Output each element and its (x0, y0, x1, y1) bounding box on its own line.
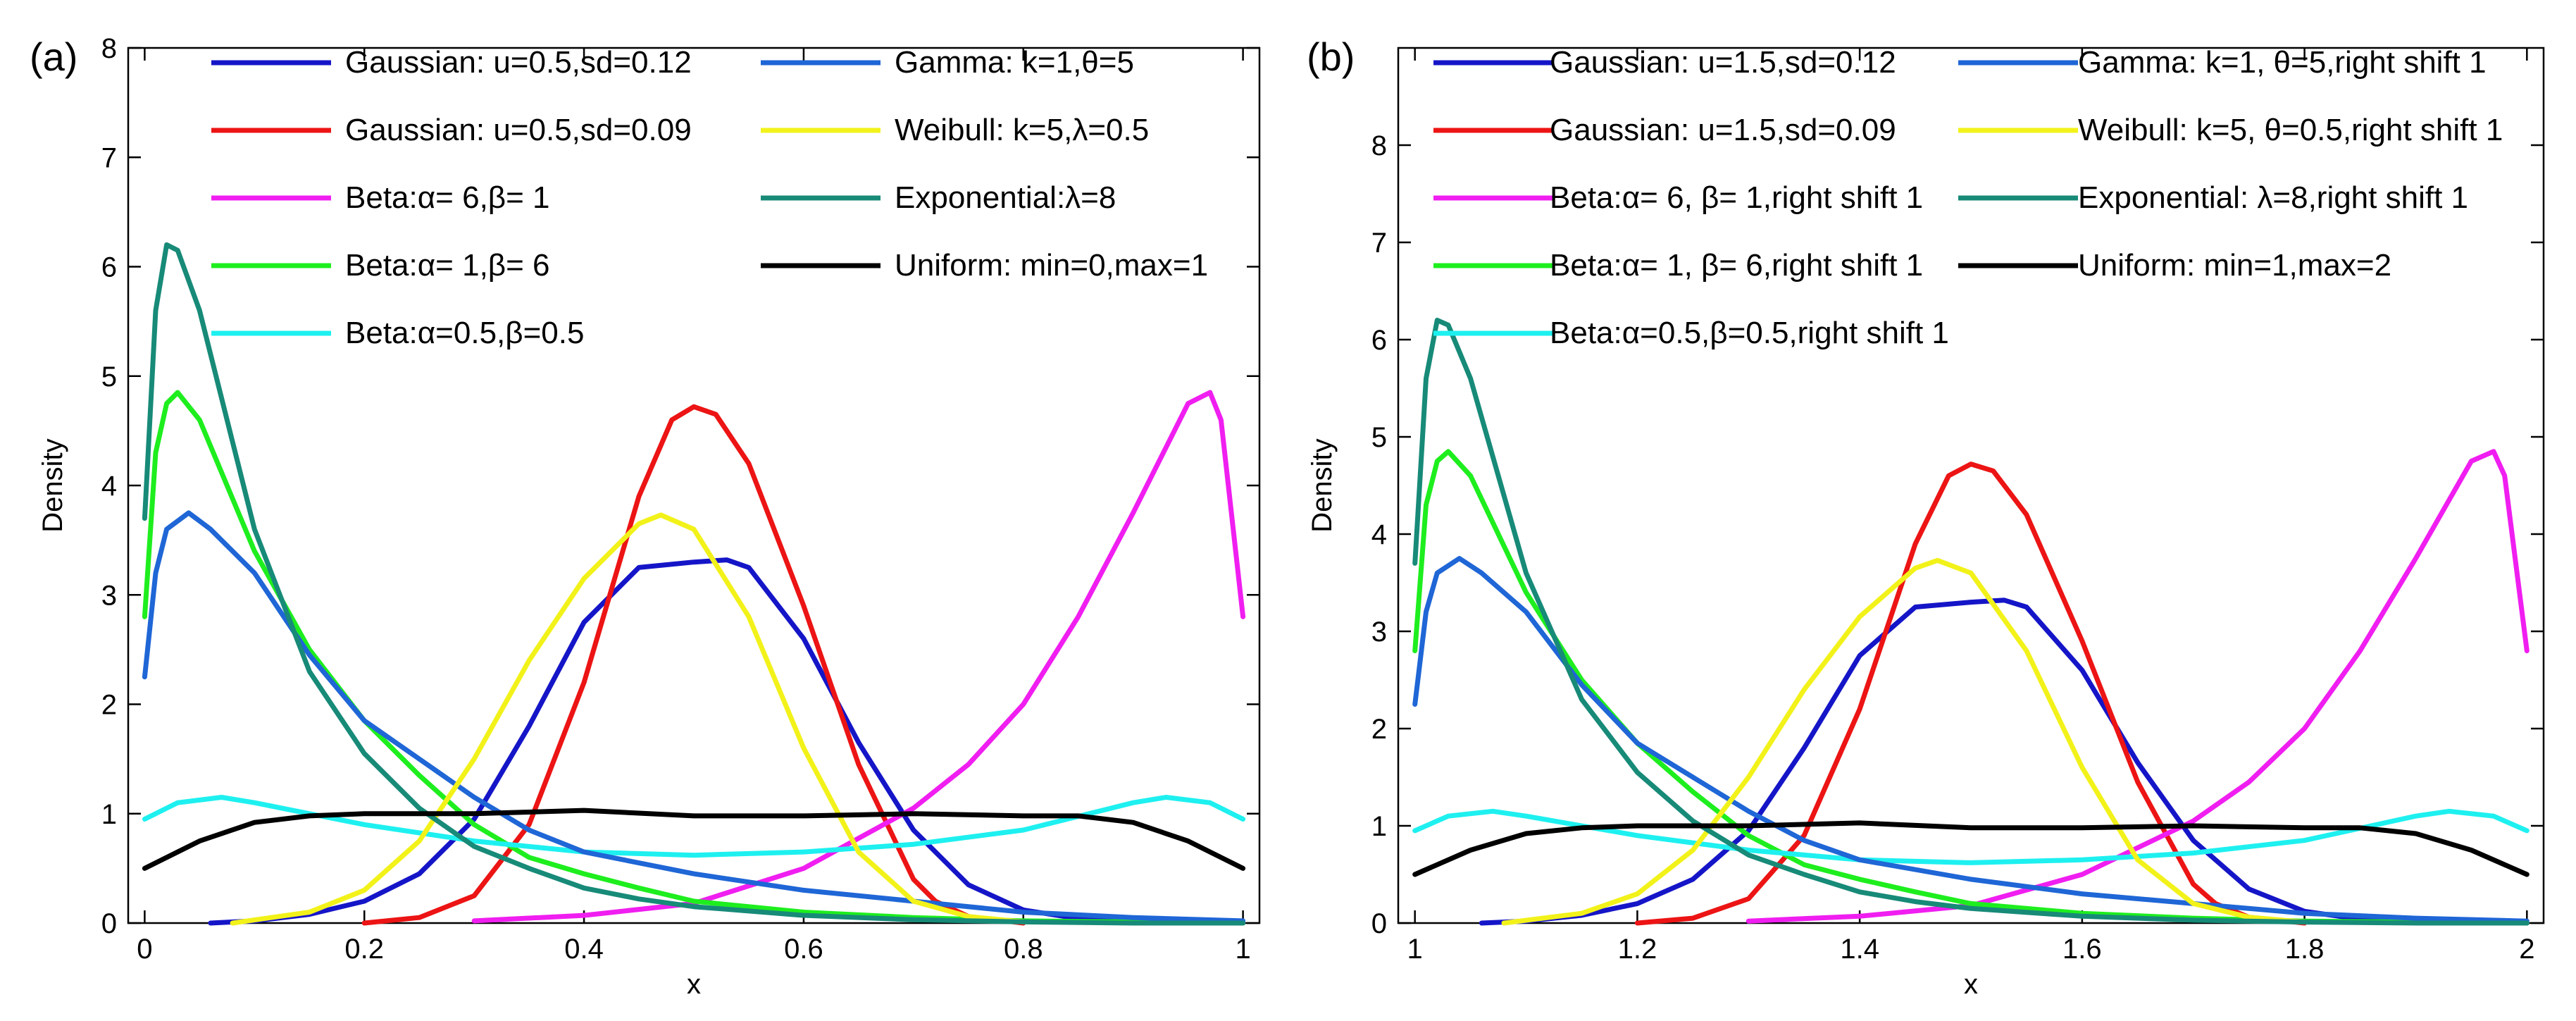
legend-label-exponential: Exponential:λ=8 (895, 180, 1116, 215)
series-line-gaussian_012 (208, 557, 1246, 926)
x-tick-label: 1 (1235, 934, 1250, 965)
legend-label-uniform: Uniform: min=0,max=1 (895, 248, 1208, 283)
y-tick-label: 8 (101, 33, 117, 64)
x-axis-label: x (687, 969, 701, 1000)
y-tick-label: 7 (101, 142, 117, 173)
x-tick-label: 0.6 (784, 934, 823, 965)
panel-label: (a) (30, 35, 77, 79)
series-line-gaussian_009 (361, 404, 1026, 926)
panel-a: 0 0.2 0.4 0.6 0.8 1 0 1 2 3 4 5 6 7 8 Gaussian: u=0.5,s… (30, 33, 1261, 1000)
y-tick-label: 1 (1371, 811, 1387, 842)
y-axis-label: Density (37, 438, 68, 532)
series-line-exponential (142, 242, 1246, 926)
y-tick-label: 4 (101, 471, 117, 502)
series-line-beta_05_05 (1412, 808, 2530, 865)
x-axis-label: x (1964, 969, 1978, 1000)
legend-label-gamma: Gamma: k=1, θ=5,right shift 1 (2078, 45, 2487, 80)
x-tick-label: 1.2 (1618, 934, 1657, 965)
series-line-gamma (1412, 556, 2530, 924)
y-tick-label: 0 (101, 908, 117, 939)
legend-label-weibull: Weibull: k=5, θ=0.5,right shift 1 (2078, 113, 2503, 147)
y-tick-label: 2 (101, 690, 117, 721)
y-tick-label: 6 (1371, 325, 1387, 356)
x-tick-label: 0 (137, 934, 152, 965)
legend-label-gamma: Gamma: k=1,θ=5 (895, 45, 1134, 80)
y-tick-label: 3 (1371, 617, 1387, 648)
y-tick-label: 8 (1371, 130, 1387, 161)
y-tick-label: 7 (1371, 228, 1387, 259)
y-axis-label: Density (1307, 438, 1338, 532)
x-tick-label: 1.6 (2062, 934, 2102, 965)
legend-label-beta_6_1: Beta:α= 6,β= 1 (345, 180, 550, 215)
legend-label-beta_1_6: Beta:α= 1, β= 6,right shift 1 (1550, 248, 1923, 283)
y-tick-label: 1 (101, 799, 117, 830)
plot-area (1397, 47, 2545, 924)
legend-label-beta_05_05: Beta:α=0.5,β=0.5 (345, 316, 584, 350)
y-tick-label: 5 (101, 361, 117, 392)
legend-label-gaussian_009: Gaussian: u=1.5,sd=0.09 (1550, 113, 1896, 147)
series-line-beta_05_05 (142, 795, 1246, 858)
series-line-uniform (142, 807, 1246, 871)
series-line-weibull (1501, 557, 2308, 926)
series-line-weibull (230, 512, 1026, 926)
x-tick-label: 1.4 (1840, 934, 1879, 965)
legend-label-beta_05_05: Beta:α=0.5,β=0.5,right shift 1 (1550, 316, 1949, 350)
y-tick-label: 5 (1371, 422, 1387, 453)
series-line-exponential (1412, 317, 2530, 926)
y-tick-label: 2 (1371, 714, 1387, 745)
legend-label-beta_6_1: Beta:α= 6, β= 1,right shift 1 (1550, 180, 1923, 215)
y-tick-label: 0 (1371, 908, 1387, 939)
legend-label-uniform: Uniform: min=1,max=2 (2078, 248, 2391, 283)
series-line-gaussian_012 (1479, 598, 2530, 926)
plot-area (127, 47, 1261, 924)
x-tick-label: 0.2 (344, 934, 384, 965)
x-tick-label: 0.4 (564, 934, 604, 965)
legend-label-beta_1_6: Beta:α= 1,β= 6 (345, 248, 550, 283)
legend-label-weibull: Weibull: k=5,λ=0.5 (895, 113, 1149, 147)
panel-label: (b) (1307, 35, 1355, 79)
y-tick-label: 3 (101, 580, 117, 611)
legend-label-exponential: Exponential: λ=8,right shift 1 (2078, 180, 2468, 215)
x-tick-label: 1.8 (2285, 934, 2325, 965)
x-tick-label: 1 (1407, 934, 1423, 965)
legend-label-gaussian_012: Gaussian: u=0.5,sd=0.12 (345, 45, 692, 80)
x-tick-label: 0.8 (1004, 934, 1043, 965)
legend-label-gaussian_012: Gaussian: u=1.5,sd=0.12 (1550, 45, 1896, 80)
series-line-gamma (142, 510, 1246, 924)
x-tick-label: 2 (2519, 934, 2534, 965)
series-line-uniform (1412, 820, 2530, 877)
y-tick-label: 4 (1371, 519, 1387, 550)
legend-label-gaussian_009: Gaussian: u=0.5,sd=0.09 (345, 113, 692, 147)
y-tick-label: 6 (101, 252, 117, 283)
